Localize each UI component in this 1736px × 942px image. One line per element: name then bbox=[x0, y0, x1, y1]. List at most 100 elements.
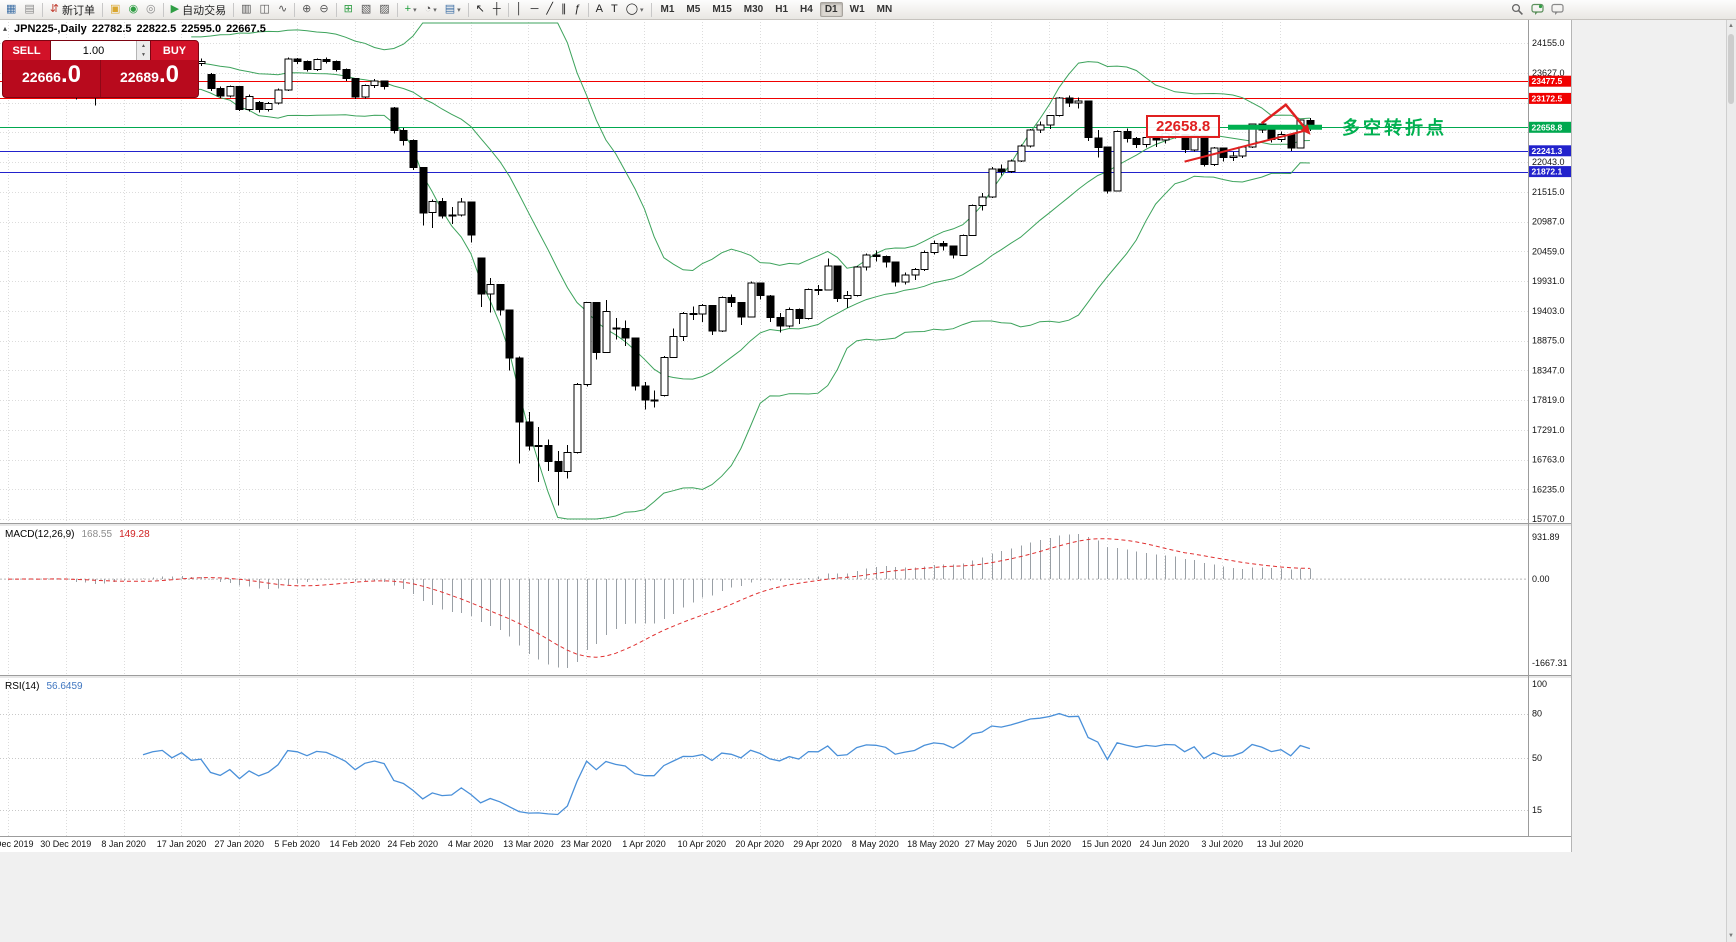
cursor-icon: ↖ bbox=[475, 3, 485, 15]
channel-button[interactable]: ∥ bbox=[558, 2, 570, 18]
svg-text:23477.5: 23477.5 bbox=[1532, 76, 1563, 86]
toolbox-icon: ▣ bbox=[110, 3, 121, 15]
price-badge bbox=[1529, 145, 1571, 157]
profiles-button[interactable]: ▤ bbox=[21, 2, 37, 18]
svg-text:30 Dec 2019: 30 Dec 2019 bbox=[40, 839, 91, 849]
toolbar-separator bbox=[507, 2, 509, 17]
vertical-scrollbar[interactable]: ▲ ▼ bbox=[1726, 20, 1736, 942]
price-badge bbox=[1529, 121, 1571, 133]
timeframe-w1[interactable]: W1 bbox=[849, 4, 865, 15]
trendline-button[interactable]: ╱ bbox=[543, 2, 556, 18]
toolbar-separator bbox=[650, 2, 652, 17]
one-click-trading-panel: SELL 1.00 ▲ ▼ BUY 22666.0 22689.0 bbox=[2, 40, 199, 98]
toolbar-separator bbox=[294, 2, 296, 17]
search-icon[interactable] bbox=[1511, 3, 1524, 16]
line-chart-button[interactable]: ∿ bbox=[275, 2, 290, 18]
svg-text:15 Jun 2020: 15 Jun 2020 bbox=[1082, 839, 1132, 849]
bar-chart-button[interactable]: ▥ bbox=[238, 2, 254, 18]
scroll-up-button[interactable]: ▲ bbox=[1728, 23, 1734, 29]
cursor-button[interactable]: ↖ bbox=[473, 2, 488, 18]
red-trendline bbox=[1184, 129, 1306, 163]
community-chat-icon[interactable] bbox=[1531, 3, 1544, 16]
svg-text:17291.0: 17291.0 bbox=[1532, 425, 1565, 435]
timeframe-m30[interactable]: M30 bbox=[743, 4, 764, 15]
market-watch-button[interactable]: ◉ bbox=[125, 2, 141, 18]
new-order-icon: ⇵ bbox=[49, 3, 60, 15]
profiles-icon: ▤ bbox=[24, 3, 35, 15]
bar-chart-icon: ▥ bbox=[241, 3, 252, 15]
svg-text:50: 50 bbox=[1532, 753, 1542, 763]
timeframe-h1[interactable]: H1 bbox=[775, 4, 789, 15]
timeframe-mn[interactable]: MN bbox=[876, 4, 893, 15]
line-chart-icon: ∿ bbox=[277, 3, 288, 15]
zoom-out-button[interactable]: ⊖ bbox=[316, 2, 331, 18]
scroll-down-button[interactable]: ▼ bbox=[1728, 933, 1734, 939]
one-click-panel-toggle[interactable]: ▴ bbox=[3, 24, 8, 33]
svg-text:13 Mar 2020: 13 Mar 2020 bbox=[503, 839, 554, 849]
symbol-period-label: JPN225-,Daily bbox=[14, 23, 87, 35]
shapes-button[interactable]: ◯ ▾ bbox=[623, 2, 647, 18]
channel-icon: ∥ bbox=[560, 3, 567, 15]
timeframe-d1[interactable]: D1 bbox=[819, 2, 843, 17]
crosshair-button[interactable]: ┼ bbox=[490, 2, 504, 18]
svg-text:27 Jan 2020: 27 Jan 2020 bbox=[215, 839, 265, 849]
fibonacci-button[interactable]: ƒ bbox=[571, 2, 583, 18]
toolbar-separator bbox=[41, 2, 43, 17]
label-button[interactable]: T bbox=[608, 2, 621, 18]
svg-text:-1667.31: -1667.31 bbox=[1532, 658, 1568, 668]
objects-list-button[interactable]: ▨ bbox=[376, 2, 392, 18]
svg-text:22658.8: 22658.8 bbox=[1532, 122, 1563, 132]
volume-up-button[interactable]: ▲ bbox=[137, 41, 150, 51]
buy-price[interactable]: 22689.0 bbox=[101, 60, 198, 97]
toolbar-separator bbox=[233, 2, 235, 17]
indicators-list-button[interactable]: ▧ bbox=[358, 2, 374, 18]
svg-text:18347.0: 18347.0 bbox=[1532, 365, 1565, 375]
vertical-line-button[interactable]: │ bbox=[513, 2, 526, 18]
volume-input[interactable]: 1.00 bbox=[82, 44, 105, 57]
new-order-button[interactable]: ⇵ 新订单 bbox=[47, 2, 98, 18]
toolbar-separator bbox=[162, 2, 164, 17]
toolbox-button[interactable]: ▣ bbox=[107, 2, 123, 18]
timeframe-h4[interactable]: H4 bbox=[800, 4, 813, 15]
macd-signal-line bbox=[8, 538, 1310, 658]
svg-text:23172.5: 23172.5 bbox=[1532, 93, 1563, 103]
zoom-in-button[interactable]: ⊕ bbox=[299, 2, 314, 18]
volume-down-button[interactable]: ▼ bbox=[137, 50, 150, 60]
svg-text:10 Apr 2020: 10 Apr 2020 bbox=[678, 839, 727, 849]
svg-text:24155.0: 24155.0 bbox=[1532, 38, 1565, 48]
grid bbox=[0, 22, 1528, 836]
candlestick-chart-button[interactable]: ◫ bbox=[257, 2, 273, 18]
navigator-button[interactable]: ◎ bbox=[143, 2, 159, 18]
new-chart-button[interactable]: ▦ bbox=[3, 2, 19, 18]
rsi-name: RSI(14) bbox=[5, 681, 40, 692]
horizontal-line-button[interactable]: ─ bbox=[528, 2, 542, 18]
templates-button[interactable]: ▤ ▾ bbox=[442, 2, 464, 18]
chevron-down-icon: ▾ bbox=[433, 6, 437, 14]
timeframe-m15[interactable]: M15 bbox=[712, 4, 732, 15]
toolbar-separator bbox=[396, 2, 398, 17]
autotrading-button[interactable]: ▶ 自动交易 bbox=[168, 2, 229, 18]
add-indicator-button[interactable]: + ▾ bbox=[402, 2, 420, 18]
scroll-thumb[interactable] bbox=[1728, 34, 1734, 104]
toolbar-items: ▦ ▤ ⇵ 新订单 ▣ ◉ ◎ ▶ 自动交易 ▥ ◫ ∿ ⊕ ⊖ ⊞ ▧ ▨ + ▾ ◔ ▾ ▤ ▾ ↖ ┼ │ ─ ╱ ∥ ƒ A T ◯ ▾ M… bbox=[2, 0, 898, 19]
sell-button[interactable]: SELL bbox=[3, 41, 50, 60]
timeframe-m1[interactable]: M1 bbox=[660, 4, 675, 15]
toolbar-separator bbox=[467, 2, 469, 17]
timeframe-m5[interactable]: M5 bbox=[686, 4, 701, 15]
zoom-out-icon: ⊖ bbox=[319, 3, 329, 15]
periods-button[interactable]: ◔ ▾ bbox=[422, 2, 440, 18]
buy-button[interactable]: BUY bbox=[151, 41, 198, 60]
sell-price-int: 22666 bbox=[22, 69, 61, 85]
macd-indicator-label: MACD(12,26,9) 168.55 149.28 bbox=[5, 529, 150, 540]
fibonacci-icon: ƒ bbox=[574, 3, 581, 15]
svg-text:24 Jun 2020: 24 Jun 2020 bbox=[1140, 839, 1190, 849]
indicators-list-icon: ▧ bbox=[360, 3, 372, 15]
sell-price[interactable]: 22666.0 bbox=[3, 60, 100, 97]
text-button[interactable]: A bbox=[593, 2, 606, 18]
chat-icon[interactable] bbox=[1551, 3, 1564, 16]
turning-point-label: 多空转折点 bbox=[1342, 118, 1447, 138]
svg-text:3 Jul 2020: 3 Jul 2020 bbox=[1201, 839, 1243, 849]
svg-text:19403.0: 19403.0 bbox=[1532, 306, 1565, 316]
tile-windows-button[interactable]: ⊞ bbox=[341, 2, 356, 18]
